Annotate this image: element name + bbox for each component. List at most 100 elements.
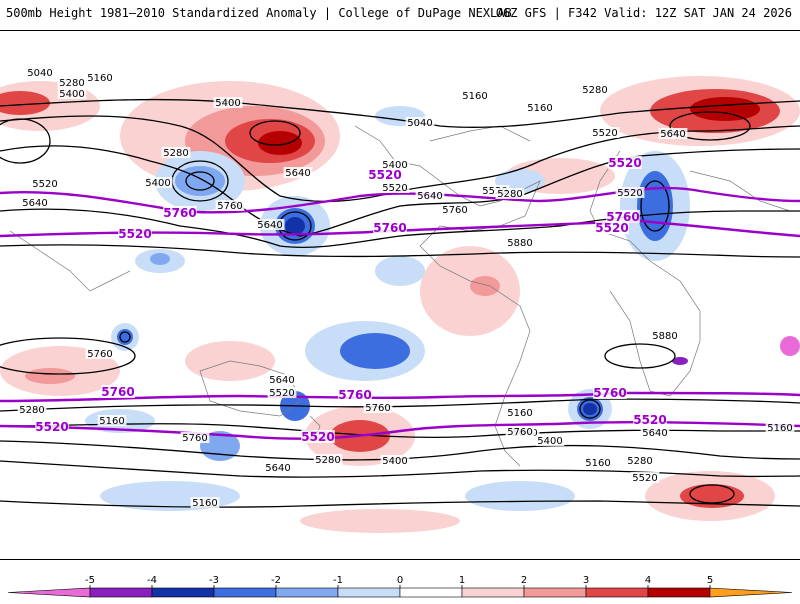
colorbar-segment — [585, 587, 649, 598]
height-contour-label: 5280 — [497, 189, 522, 200]
height-contour-label: 5280 — [315, 455, 340, 466]
height-contour-label: 5160 — [507, 408, 532, 419]
height-contour-label: 5640 — [417, 191, 442, 202]
height-contour-label: 5400 — [382, 160, 407, 171]
height-contour-label: 5400 — [145, 178, 170, 189]
height-contour-label: 5400 — [59, 89, 84, 100]
colorbar-tick-label: 2 — [521, 575, 527, 586]
height-contour-label: 5160 — [462, 91, 487, 102]
height-contour-label: 5400 — [537, 436, 562, 447]
colorbar-segment — [709, 587, 793, 598]
height-contour-label: 5520 — [632, 473, 657, 484]
height-contour-label: 5640 — [22, 198, 47, 209]
height-contour-label: 5640 — [642, 428, 667, 439]
key-contour-label: 5520 — [608, 156, 641, 170]
height-contour-label: 5760 — [365, 403, 390, 414]
anomaly-blob — [680, 484, 744, 508]
anomaly-blob — [117, 329, 133, 345]
colorbar-segment — [89, 587, 153, 598]
anomaly-blob — [780, 336, 800, 356]
colorbar-tick-label: 0 — [397, 575, 403, 586]
anomaly-blob — [465, 481, 575, 511]
colorbar-svg: -5 -4 -3 -2 -1 0 1 2 3 4 5 — [7, 575, 793, 598]
height-contour-label: 5280 — [582, 85, 607, 96]
colorbar-tick-label: -4 — [147, 575, 157, 586]
height-contour-label: 5400 — [215, 98, 240, 109]
anomaly-blob — [340, 333, 410, 369]
height-contour-label: 5640 — [265, 463, 290, 474]
key-contour-label: 5520 — [301, 430, 334, 444]
height-contour-label: 5160 — [99, 416, 124, 427]
colorbar: -5 -4 -3 -2 -1 0 1 2 3 4 5 — [0, 570, 800, 600]
key-contour-label: 5520 — [595, 221, 628, 235]
height-contour-label: 5760 — [217, 201, 242, 212]
height-contour-label: 5520 — [269, 388, 294, 399]
height-contour-label: 5520 — [382, 183, 407, 194]
anomaly-blob — [285, 217, 305, 235]
colorbar-segment — [213, 587, 277, 598]
height-contour-label: 5640 — [269, 375, 294, 386]
key-contour-label: 5520 — [633, 413, 666, 427]
colorbar-segment — [461, 587, 525, 598]
colorbar-segment — [337, 587, 401, 598]
height-contour-label: 5520 — [617, 188, 642, 199]
anomaly-blob — [300, 509, 460, 533]
colorbar-tick-label: 3 — [583, 575, 589, 586]
anomaly-shading — [0, 76, 800, 533]
anomaly-blob — [470, 276, 500, 296]
colorbar-tick-label: 4 — [645, 575, 651, 586]
anomaly-blob — [258, 131, 302, 155]
height-contour-label: 5760 — [182, 433, 207, 444]
height-contour-label: 5520 — [32, 179, 57, 190]
height-contour-label: 5640 — [257, 220, 282, 231]
key-contour-label: 5520 — [118, 227, 151, 241]
height-contour-label: 5760 — [507, 427, 532, 438]
anomaly-blob — [25, 368, 75, 384]
key-contour-label: 5520 — [35, 420, 68, 434]
height-contour-label: 5160 — [527, 103, 552, 114]
height-contour-label: 5280 — [163, 148, 188, 159]
anomaly-blob — [420, 246, 520, 336]
colorbar-segment — [7, 587, 91, 598]
anomaly-blob — [0, 91, 50, 115]
height-contour-label: 5160 — [87, 73, 112, 84]
map-panel[interactable]: 5040 5280 5160 5400 5400 5040 5160 5280 5160 5520… — [0, 30, 800, 560]
anomaly-blob — [583, 403, 597, 415]
height-contour-label: 5520 — [482, 186, 507, 197]
colorbar-tick-label: 5 — [707, 575, 713, 586]
anomaly-blob — [690, 97, 760, 121]
anomaly-blob — [375, 256, 425, 286]
height-contour-label: 5280 — [59, 78, 84, 89]
height-contour-label: 5880 — [652, 331, 677, 342]
colorbar-tick-label: 1 — [459, 575, 465, 586]
height-contour-label: 5280 — [627, 456, 652, 467]
colorbar-segment — [275, 587, 339, 598]
height-contour-label: 5520 — [592, 128, 617, 139]
height-contour-label: 5040 — [27, 68, 52, 79]
anomaly-blob — [672, 357, 688, 365]
height-contour-label: 5280 — [19, 405, 44, 416]
key-contour-label: 5760 — [593, 386, 626, 400]
height-contour-label: 5640 — [660, 129, 685, 140]
height-contour-label: 5160 — [767, 423, 792, 434]
height-contour-label: 5760 — [87, 349, 112, 360]
colorbar-segment — [399, 587, 463, 598]
key-contour-label: 5520 — [368, 168, 401, 182]
run-info: 06Z GFS | F342 Valid: 12Z SAT JAN 24 202… — [495, 6, 792, 20]
key-contour-label: 5760 — [338, 388, 371, 402]
key-contour-label: 5760 — [606, 210, 639, 224]
colorbar-segment — [151, 587, 215, 598]
anomaly-blob — [150, 253, 170, 265]
colorbar-segment — [523, 587, 587, 598]
key-contour-label: 5760 — [101, 385, 134, 399]
colorbar-tick-label: -1 — [333, 575, 343, 586]
height-contour-label: 5880 — [507, 238, 532, 249]
height-contour-label: 5760 — [442, 205, 467, 216]
height-contour-label: 5400 — [382, 456, 407, 467]
colorbar-tick-label: -2 — [271, 575, 281, 586]
colorbar-tick-label: -3 — [209, 575, 219, 586]
key-contour-label: 5760 — [163, 206, 196, 220]
